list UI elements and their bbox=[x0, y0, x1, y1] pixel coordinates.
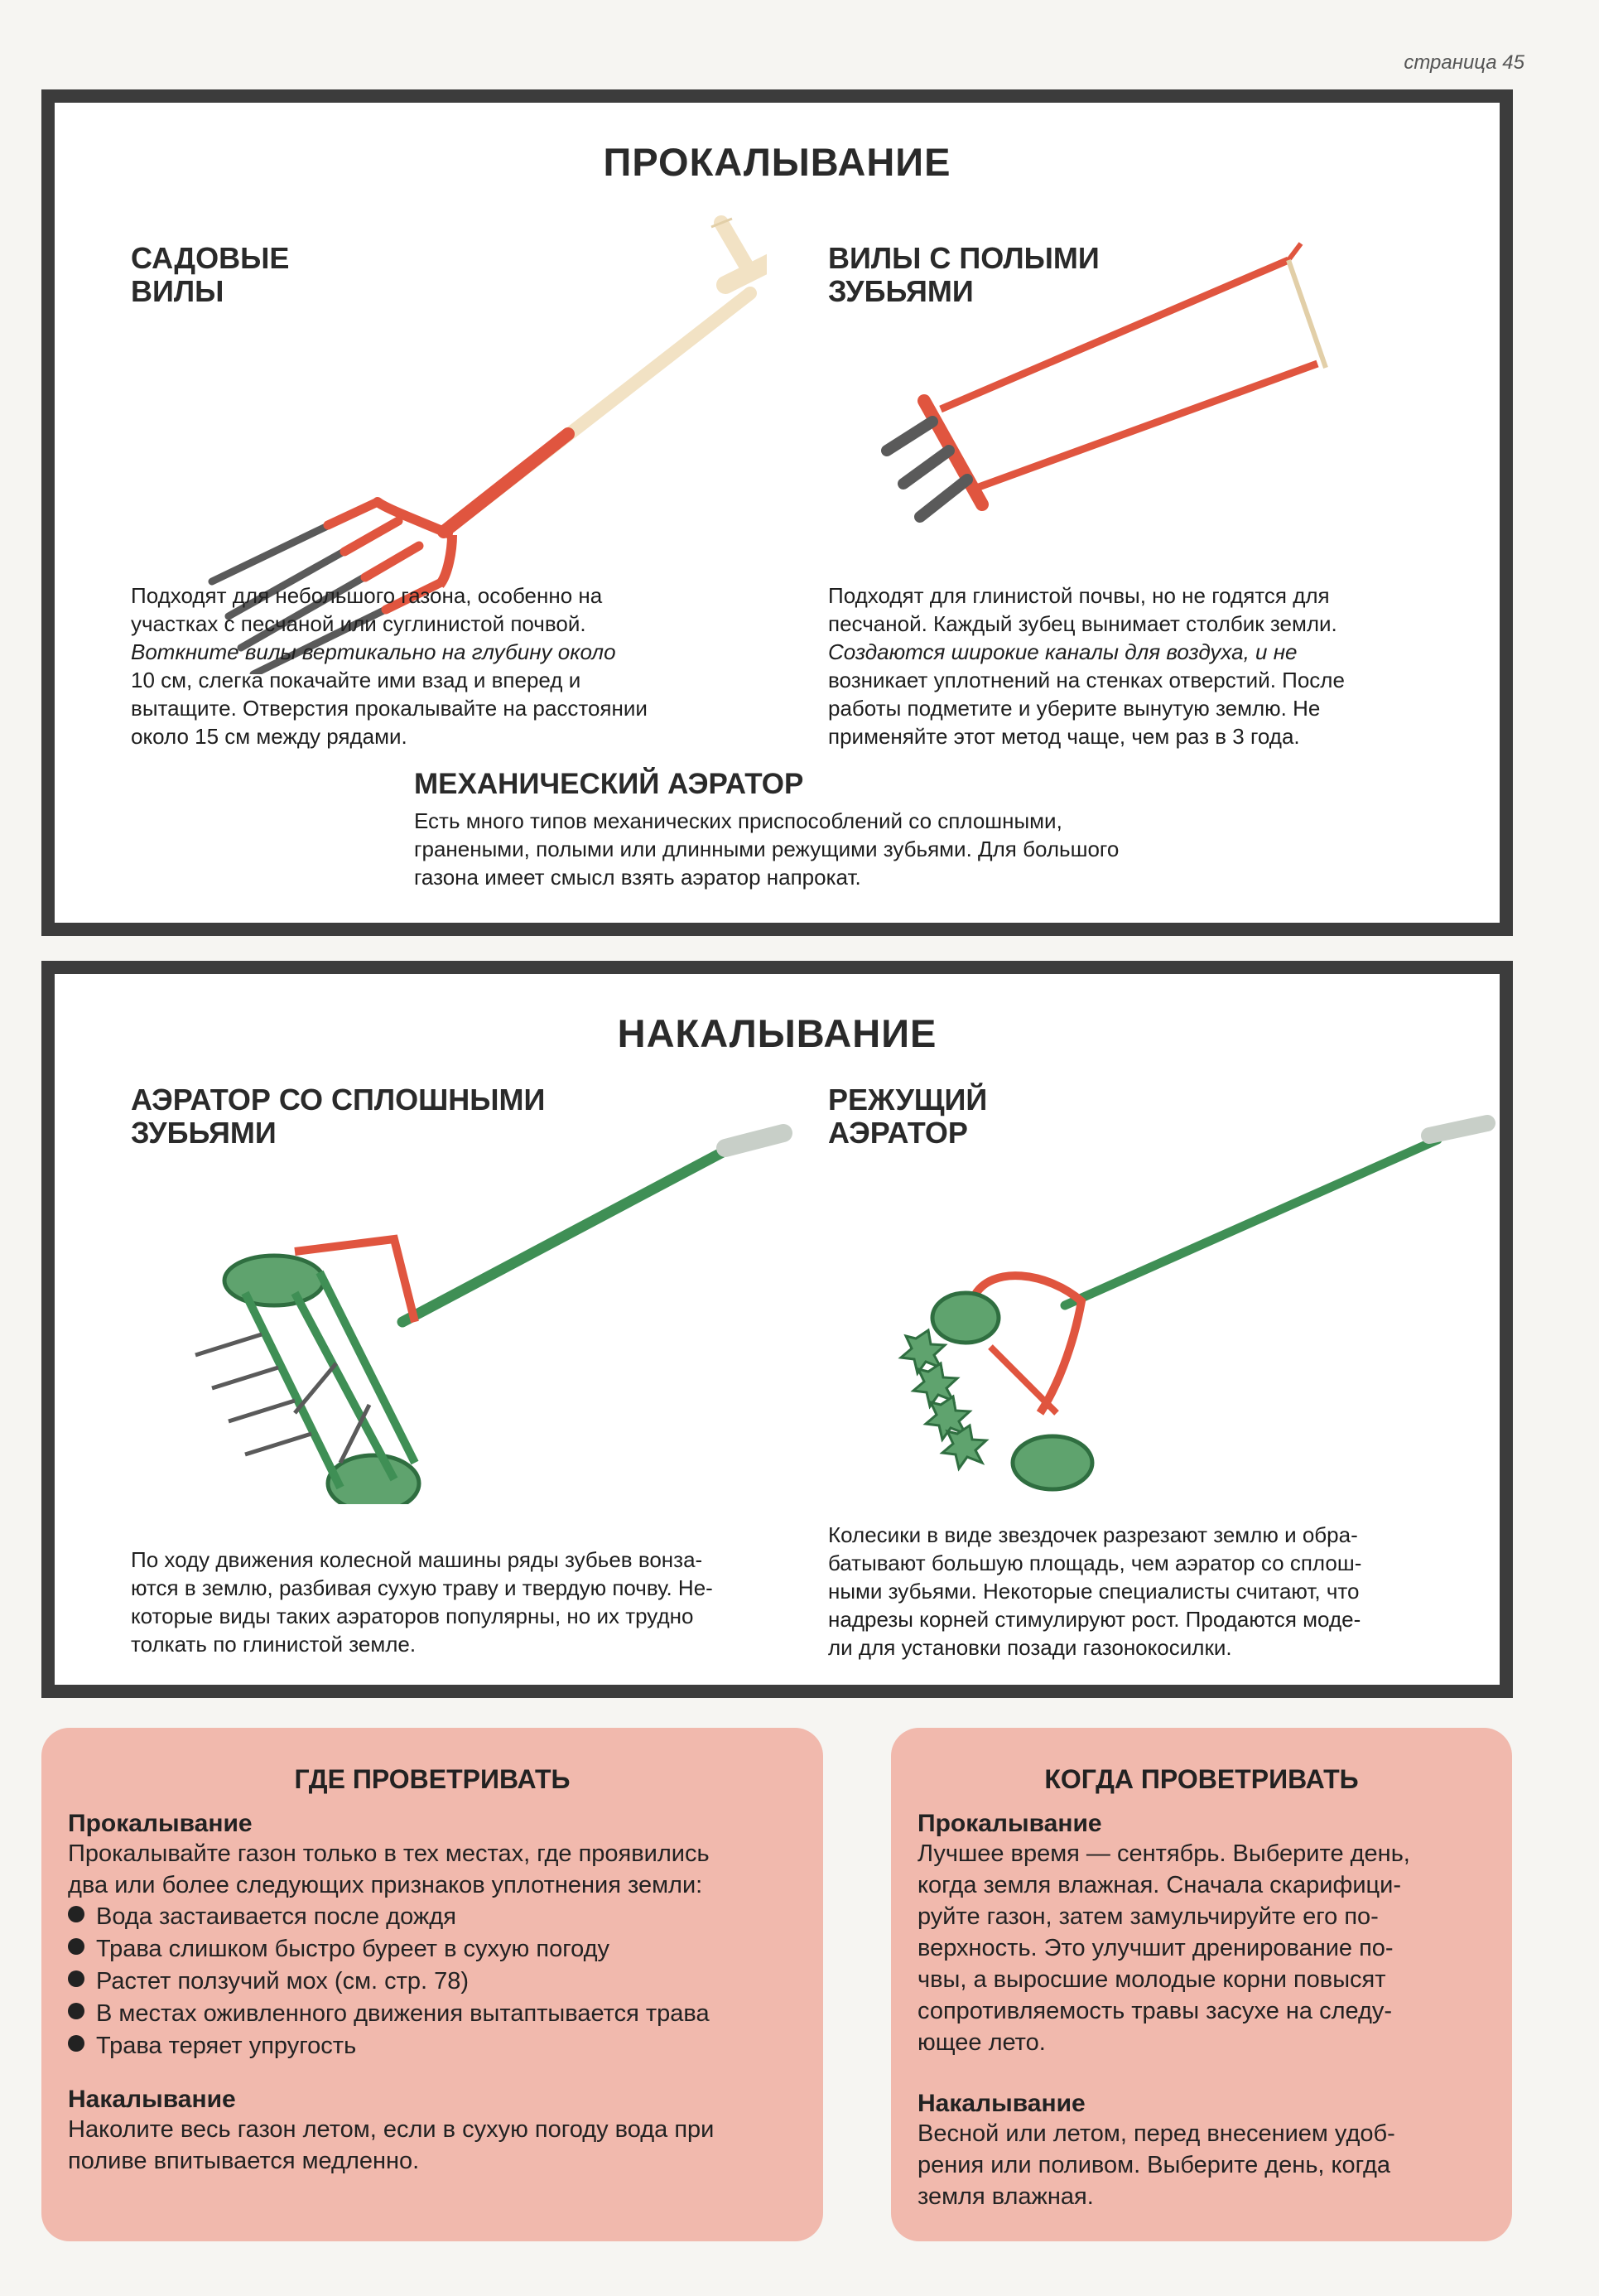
piercing-title: ПРОКАЛЫВАНИЕ bbox=[603, 140, 951, 184]
where-spiking-subtitle: Накалывание bbox=[68, 2086, 236, 2113]
hollow-fork-title: ВИЛЫ С ПОЛЫМИ ЗУБЬЯМИ bbox=[828, 241, 1100, 308]
when-to-aerate-panel: КОГДА ПРОВЕТРИВАТЬ Прокалывание Лучшее в… bbox=[891, 1728, 1512, 2241]
when-spiking-subtitle: Накалывание bbox=[917, 2090, 1086, 2117]
bullet-icon bbox=[68, 2003, 84, 2019]
bullet-icon bbox=[68, 1906, 84, 1922]
bullet-icon bbox=[68, 1970, 84, 1987]
garden-fork-title: САДОВЫЕ ВИЛЫ bbox=[131, 241, 290, 308]
bullet-icon bbox=[68, 2035, 84, 2052]
hollow-fork-description: Подходят для глинистой почвы, но не годя… bbox=[828, 583, 1345, 749]
cutting-aerator-title: РЕЖУЩИЙ АЭРАТОР bbox=[828, 1083, 988, 1150]
list-item: Трава слишком быстро буреет в сухую пого… bbox=[68, 1933, 797, 1966]
solid-aerator-title: АЭРАТОР СО СПЛОШНЫМИ ЗУБЬЯМИ bbox=[131, 1083, 546, 1150]
when-piercing-subtitle: Прокалывание bbox=[917, 1810, 1102, 1837]
garden-fork-icon bbox=[208, 215, 767, 674]
hollow-tine-fork-icon bbox=[881, 242, 1328, 523]
where-piercing-subtitle: Прокалывание bbox=[68, 1810, 253, 1837]
where-piercing-text: Прокалывайте газон только в тех местах, … bbox=[68, 1840, 710, 1898]
cutting-aerator-description: Колесики в виде звездочек разрезают земл… bbox=[828, 1522, 1362, 1660]
where-title: ГДЕ ПРОВЕТРИВАТЬ bbox=[294, 1764, 571, 1794]
mechanical-aerator-title: МЕХАНИЧЕСКИЙ АЭРАТОР bbox=[414, 768, 804, 800]
page-number: страница 45 bbox=[1404, 51, 1524, 74]
compaction-signs-list: Вода застаивается после дождя Трава слиш… bbox=[68, 1901, 797, 2062]
when-title: КОГДА ПРОВЕТРИВАТЬ bbox=[1044, 1764, 1359, 1794]
where-to-aerate-panel: ГДЕ ПРОВЕТРИВАТЬ Прокалывание Прокалывай… bbox=[41, 1728, 823, 2241]
when-piercing-text: Лучшее время — сентябрь. Выберите день, … bbox=[917, 1840, 1410, 2056]
when-spiking-text: Весной или летом, перед внесением удоб- … bbox=[917, 2120, 1395, 2210]
list-item: Растет ползучий мох (см. стр. 78) bbox=[68, 1966, 797, 1998]
spiking-title: НАКАЛЫВАНИЕ bbox=[617, 1011, 937, 1055]
cutting-aerator-icon bbox=[898, 1115, 1495, 1492]
bullet-icon bbox=[68, 1938, 84, 1955]
spiking-section: НАКАЛЫВАНИЕ АЭРАТОР СО СПЛОШНЫМИ ЗУБЬЯМИ… bbox=[41, 961, 1513, 1698]
garden-fork-description: Подходят для небольшого газона, особенно… bbox=[131, 583, 648, 749]
list-item: Трава теряет упругость bbox=[68, 2030, 797, 2062]
list-item: В местах оживленного движения вытаптывае… bbox=[68, 1998, 797, 2030]
solid-aerator-description: По ходу движения колесной машины ряды зу… bbox=[131, 1547, 713, 1657]
mechanical-aerator-description: Есть много типов механических приспособл… bbox=[414, 808, 1120, 890]
solid-tine-aerator-icon bbox=[195, 1124, 792, 1504]
piercing-section: ПРОКАЛЫВАНИЕ САДОВЫЕ ВИЛЫ Подходят для н… bbox=[41, 89, 1513, 936]
list-item: Вода застаивается после дождя bbox=[68, 1901, 797, 1933]
where-spiking-text: Наколите весь газон летом, если в сухую … bbox=[68, 2116, 715, 2174]
